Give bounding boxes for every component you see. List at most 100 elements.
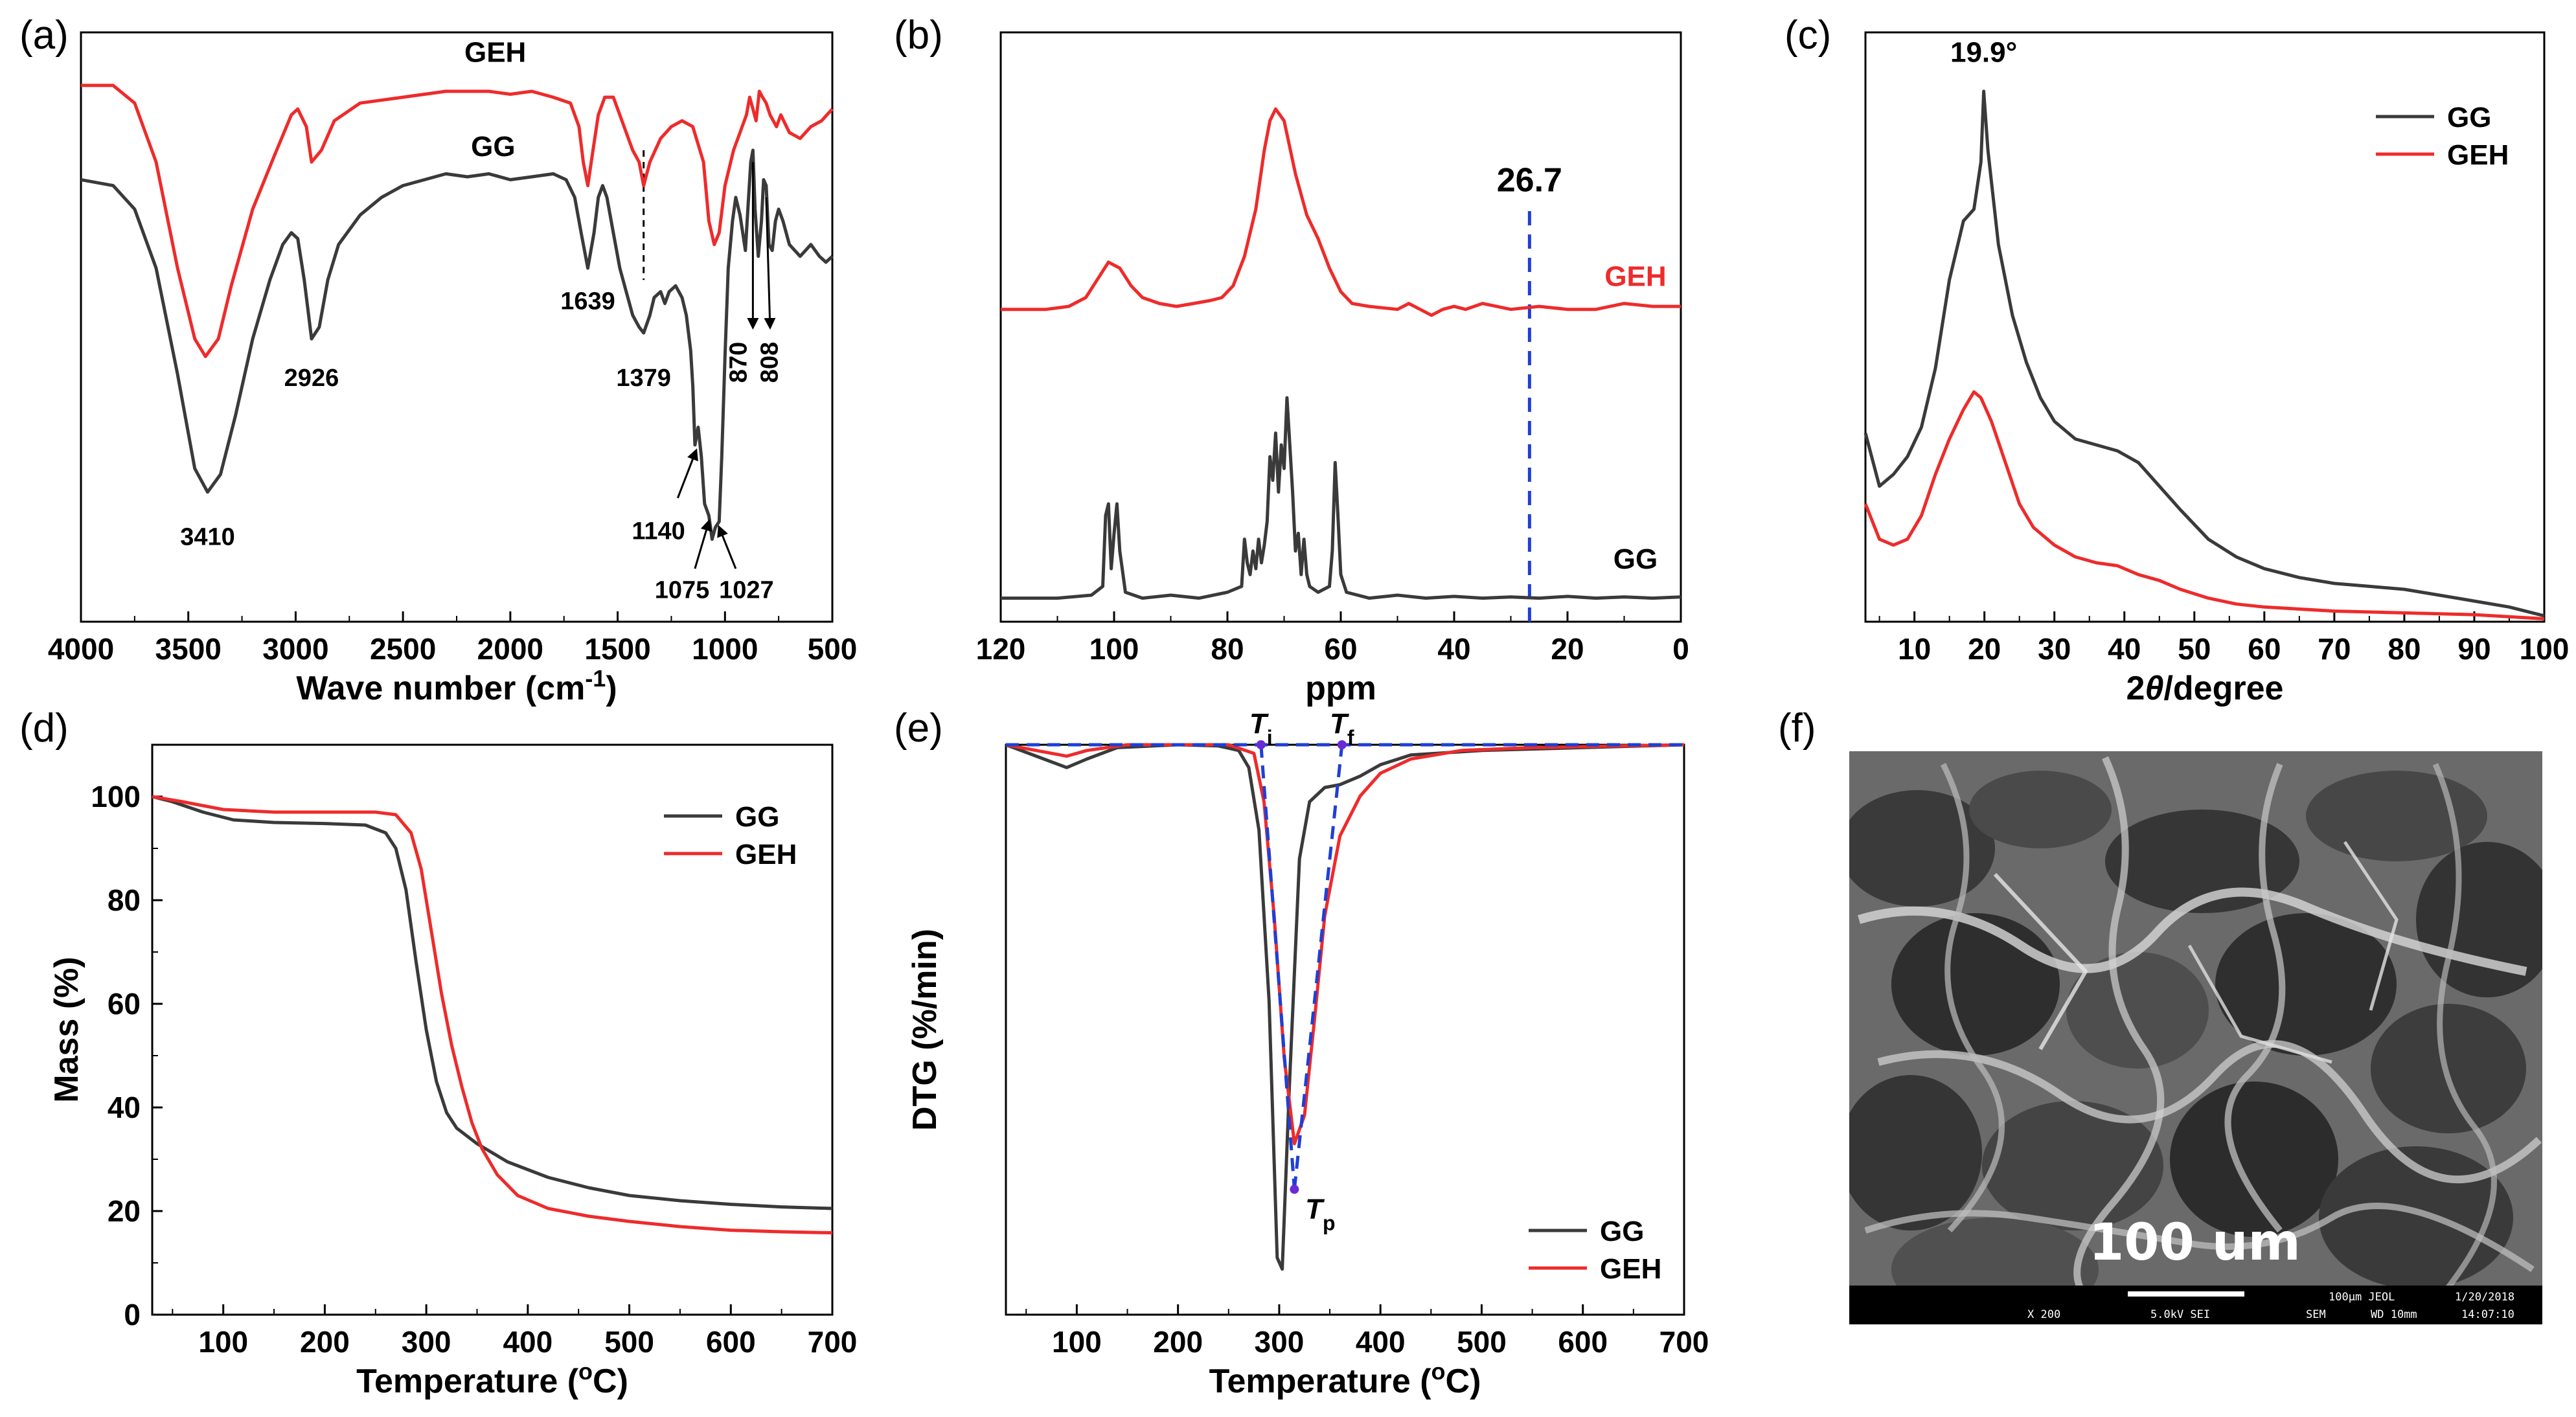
x-tick-label: 100 [2520, 632, 2570, 666]
x-tick-label: 80 [2388, 632, 2421, 666]
series-line-geh [1005, 743, 1685, 1146]
peak-annotation: 26.7 [1497, 162, 1562, 199]
x-tick-label: 700 [808, 1325, 858, 1359]
x-tick-label: 20 [1551, 632, 1584, 666]
guide-point [1337, 740, 1347, 749]
sem-scale-label: 100μm JEOL [2329, 1291, 2395, 1304]
x-tick-label: 500 [1457, 1325, 1507, 1359]
sem-date: 1/20/2018 [2455, 1291, 2514, 1304]
series-line-geh [81, 84, 834, 358]
sem-micrograph [1849, 751, 2542, 1324]
legend-label-geh: GEH [1600, 1253, 1661, 1285]
x-axis-label-end: C) [1446, 1363, 1481, 1400]
guide-tangent [1259, 744, 1296, 1190]
peak-annotation: 1379 [616, 365, 671, 392]
x-axis-label: Temperature (oC) [356, 1358, 628, 1401]
x-tick-label: 1000 [692, 632, 758, 666]
series-line-gg [152, 795, 833, 1210]
peak-annotation: 1027 [719, 577, 774, 604]
x-tick-label: 30 [2038, 632, 2071, 666]
x-tick-label: 10 [1898, 632, 1931, 666]
series-line-gg [1001, 396, 1681, 600]
x-axis-label-pre: 2 [2126, 670, 2145, 707]
marker-symbol: T [1305, 1193, 1325, 1225]
x-tick-label: 600 [706, 1325, 756, 1359]
plot-frame [999, 31, 1682, 623]
panel-label-d: (d) [19, 706, 69, 751]
sem-image-panel: 100 um X 200 5.0kV SEI 100μm JEOL SEM WD… [1849, 751, 2542, 1324]
sem-magnification: X 200 [2027, 1308, 2060, 1321]
temperature-marker-i: Ti [1249, 708, 1273, 749]
x-tick-label: 2000 [477, 632, 543, 666]
x-tick-label: 100 [1089, 632, 1139, 666]
x-tick-label: 500 [604, 1325, 654, 1359]
guide-point [1290, 1185, 1299, 1194]
x-tick-label: 400 [1356, 1325, 1406, 1359]
x-tick-label: 4000 [48, 632, 114, 666]
x-tick-label: 200 [300, 1325, 350, 1359]
plot-frame [1864, 31, 2546, 623]
y-tick-label: 80 [108, 883, 141, 917]
guide-point [1256, 740, 1266, 749]
sem-scale-bar [2128, 1291, 2244, 1297]
legend-label-geh: GEH [735, 839, 797, 870]
x-axis-label-main: Temperature ( [356, 1363, 579, 1400]
x-tick-label: 300 [1255, 1325, 1305, 1359]
x-axis-label-sup: -1 [585, 665, 606, 692]
chart-panel-c: 10 20 30 40 50 60 70 80 90 100 2θ/degree 19.9° GG GEH [1864, 31, 2570, 707]
y-axis-label: DTG (%/min) [906, 929, 944, 1131]
peak-annotation: 1075 [655, 577, 710, 604]
series-label-gg: GG [471, 131, 515, 163]
y-tick-label: 20 [108, 1194, 141, 1228]
x-tick-label: 700 [1659, 1325, 1709, 1359]
marker-subscript: i [1267, 726, 1273, 749]
chart-panel-d: 100 200 300 400 500 600 700 0 20 40 60 80 100 Tempera… [48, 743, 858, 1401]
x-axis-label-end: ) [606, 670, 617, 707]
series-line-gg [80, 148, 834, 541]
chart-panel-b: 120 100 80 60 40 20 0 ppm GEH GG 26.7 [976, 31, 1689, 707]
series-line-geh [152, 795, 833, 1235]
x-axis-label: ppm [1305, 670, 1376, 707]
panel-label-c: (c) [1784, 13, 1831, 58]
temperature-marker-f: Tf [1330, 708, 1354, 749]
plot-frame [151, 743, 834, 1316]
series-line-gg [1005, 743, 1685, 1271]
series-line-gg [1864, 89, 2545, 618]
y-axis-label: Mass (%) [48, 957, 85, 1102]
x-tick-label: 60 [1324, 632, 1357, 666]
annotation-arrow [694, 519, 712, 569]
chart-panel-e: 100 200 300 400 500 600 700 Temperature (oC) DTG… [906, 708, 1709, 1400]
x-axis-label: Wave number (cm-1) [296, 665, 617, 708]
x-tick-label: 3000 [262, 632, 328, 666]
x-tick-label: 100 [198, 1325, 248, 1359]
peak-annotation: 808 [756, 342, 783, 383]
series-label-geh: GEH [464, 37, 526, 69]
panel-label-b: (b) [894, 13, 943, 58]
x-tick-label: 20 [1968, 632, 2001, 666]
legend-label-geh: GEH [2447, 139, 2509, 171]
peak-annotation: 870 [725, 342, 752, 383]
x-tick-label: 80 [1211, 632, 1244, 666]
y-tick-label: 100 [91, 780, 141, 813]
y-tick-label: 0 [124, 1298, 141, 1332]
legend-label-gg: GG [1600, 1216, 1644, 1247]
x-tick-label: 300 [402, 1325, 451, 1359]
x-axis-label-sup: o [1431, 1358, 1446, 1385]
annotation-arrow [764, 197, 776, 330]
x-axis-label-sup: o [578, 1358, 593, 1385]
x-tick-label: 400 [503, 1325, 553, 1359]
marker-subscript: f [1347, 726, 1354, 749]
series-line-geh [1864, 390, 2545, 620]
x-tick-label: 120 [976, 632, 1026, 666]
temperature-marker-p: Tp [1305, 1193, 1335, 1234]
x-tick-label: 0 [1672, 632, 1689, 666]
x-tick-label: 50 [2178, 632, 2211, 666]
y-tick-label: 60 [108, 987, 141, 1021]
x-tick-label: 3500 [155, 632, 222, 666]
series-line-geh [1001, 107, 1681, 317]
x-tick-label: 100 [1052, 1325, 1102, 1359]
annotation-arrow [676, 448, 698, 499]
x-axis-label-theta: θ [2145, 670, 2163, 707]
guide-tangent [1292, 744, 1344, 1190]
